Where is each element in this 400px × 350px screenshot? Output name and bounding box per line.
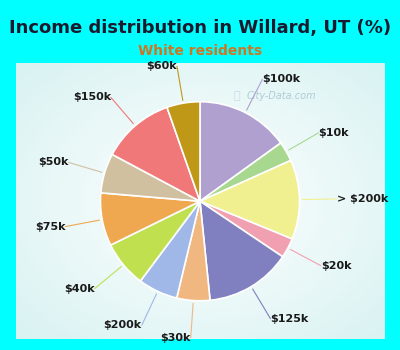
Wedge shape [111,201,200,281]
Text: $10k: $10k [318,128,349,138]
Wedge shape [112,107,200,201]
Wedge shape [100,193,200,245]
Text: > $200k: > $200k [337,194,388,204]
Text: White residents: White residents [138,44,262,58]
Text: $30k: $30k [160,333,191,343]
Text: $150k: $150k [73,92,111,103]
Text: $50k: $50k [38,158,69,168]
Wedge shape [200,160,300,239]
Text: City-Data.com: City-Data.com [246,91,316,101]
Text: $75k: $75k [35,222,66,232]
Text: $100k: $100k [262,75,300,84]
Text: ⦾: ⦾ [234,91,240,101]
Wedge shape [200,102,281,201]
Wedge shape [140,201,200,298]
Wedge shape [200,201,283,300]
Text: $40k: $40k [64,284,95,294]
Wedge shape [167,102,200,201]
Wedge shape [177,201,210,301]
Wedge shape [200,143,291,201]
Text: $20k: $20k [321,261,351,271]
Text: $60k: $60k [146,61,177,71]
Text: $200k: $200k [104,320,142,330]
Wedge shape [200,201,292,257]
Text: Income distribution in Willard, UT (%): Income distribution in Willard, UT (%) [9,19,391,37]
Text: $125k: $125k [270,314,309,324]
Wedge shape [101,154,200,201]
